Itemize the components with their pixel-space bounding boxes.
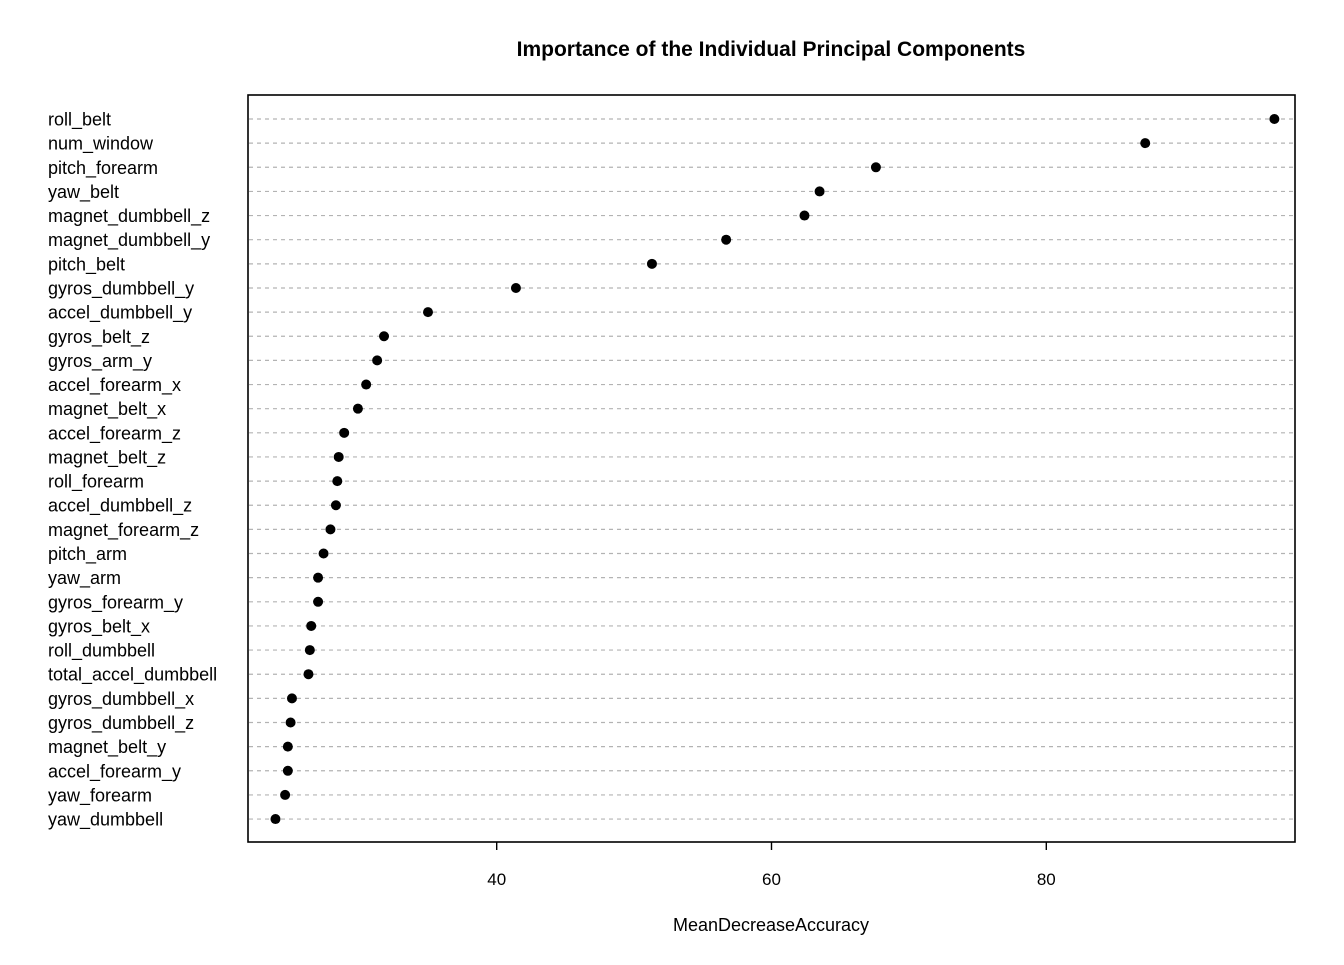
- category-label: magnet_belt_x: [48, 399, 166, 420]
- category-label: gyros_forearm_y: [48, 592, 183, 613]
- category-label: pitch_belt: [48, 254, 125, 275]
- data-point: [352, 403, 363, 414]
- category-label: pitch_forearm: [48, 158, 158, 179]
- data-point: [721, 234, 732, 245]
- data-point: [270, 814, 281, 825]
- category-label: gyros_belt_x: [48, 616, 150, 637]
- data-point: [333, 451, 344, 462]
- category-label: roll_dumbbell: [48, 641, 155, 662]
- category-label: accel_dumbbell_z: [48, 496, 192, 517]
- category-label: num_window: [48, 134, 154, 155]
- data-point: [799, 210, 810, 221]
- data-point: [282, 765, 293, 776]
- category-label: accel_forearm_x: [48, 375, 181, 396]
- category-label: gyros_arm_y: [48, 351, 152, 372]
- category-labels: roll_belt num_window pitch_forearm yaw_belt…: [48, 110, 217, 831]
- category-label: accel_forearm_z: [48, 423, 181, 444]
- data-point: [422, 307, 433, 318]
- category-label: gyros_dumbbell_z: [48, 713, 194, 734]
- category-label: yaw_forearm: [48, 785, 152, 806]
- data-point: [313, 596, 324, 607]
- data-point: [372, 355, 383, 366]
- data-point: [361, 379, 372, 390]
- data-point: [379, 331, 390, 342]
- category-label: yaw_arm: [48, 568, 121, 589]
- category-label: roll_forearm: [48, 472, 144, 493]
- data-point: [1140, 138, 1151, 149]
- data-point: [286, 693, 297, 704]
- category-label: pitch_arm: [48, 544, 127, 565]
- data-point: [318, 548, 329, 559]
- data-point: [870, 162, 881, 173]
- data-point: [306, 620, 317, 631]
- data-point: [325, 524, 336, 535]
- category-label: gyros_dumbbell_x: [48, 689, 194, 710]
- category-label: gyros_dumbbell_y: [48, 278, 194, 299]
- data-point: [646, 258, 657, 269]
- x-tick-label: 80: [1037, 870, 1056, 889]
- category-label: accel_dumbbell_y: [48, 303, 192, 324]
- data-point: [330, 500, 341, 511]
- data-point: [303, 669, 314, 680]
- category-label: magnet_forearm_z: [48, 520, 199, 541]
- category-label: magnet_dumbbell_z: [48, 206, 210, 227]
- x-tick-label: 60: [762, 870, 781, 889]
- data-point: [332, 476, 343, 487]
- data-point: [282, 741, 293, 752]
- data-point: [304, 645, 315, 656]
- data-point: [814, 186, 825, 197]
- data-point: [285, 717, 296, 728]
- category-label: total_accel_dumbbell: [48, 665, 217, 686]
- data-point: [280, 789, 291, 800]
- category-label: yaw_dumbbell: [48, 810, 163, 831]
- plot-frame: [247, 94, 1296, 843]
- data-point: [510, 282, 521, 293]
- x-axis: 40 60 80: [487, 842, 1056, 889]
- data-points: [270, 114, 1280, 825]
- category-label: magnet_belt_z: [48, 447, 166, 468]
- grid-lines: [249, 118, 1294, 820]
- x-axis-label: MeanDecreaseAccuracy: [673, 915, 869, 935]
- data-point: [339, 427, 350, 438]
- category-label: accel_forearm_y: [48, 761, 181, 782]
- category-label: magnet_dumbbell_y: [48, 230, 210, 251]
- data-point: [1269, 114, 1280, 124]
- category-label: magnet_belt_y: [48, 737, 166, 758]
- category-label: gyros_belt_z: [48, 327, 150, 348]
- x-tick-label: 40: [487, 870, 506, 889]
- category-label: roll_belt: [48, 110, 111, 131]
- category-label: yaw_belt: [48, 182, 119, 203]
- data-point: [313, 572, 324, 583]
- chart-title: Importance of the Individual Principal C…: [517, 38, 1026, 61]
